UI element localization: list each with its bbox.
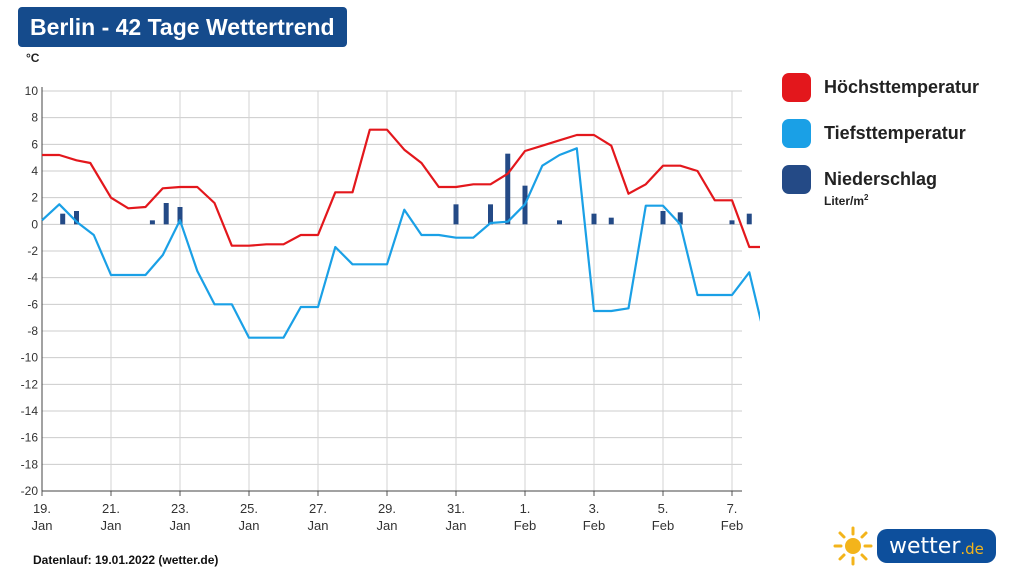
y-tick-label: 2	[31, 191, 38, 205]
x-tick-label-month: Jan	[239, 518, 260, 533]
y-tick-label: -16	[21, 431, 39, 445]
x-tick-label-month: Jan	[446, 518, 467, 533]
y-tick-label: -12	[21, 377, 39, 391]
precipitation-bar	[746, 213, 752, 225]
precipitation-bar	[177, 207, 183, 225]
x-tick-label-month: Jan	[32, 518, 53, 533]
y-tick-label: 6	[31, 137, 38, 151]
precipitation-bar	[60, 213, 66, 225]
legend-item-min-temp: Tiefsttemperatur	[782, 110, 979, 156]
x-tick-label-month: Feb	[514, 518, 536, 533]
y-unit-label: °C	[26, 51, 40, 65]
precipitation-unit-text: Liter/m	[824, 194, 865, 208]
x-tick-label-day: 31.	[447, 501, 465, 516]
x-tick-label-month: Jan	[308, 518, 329, 533]
max-temp-line	[42, 128, 760, 249]
legend-swatch-min-temp	[782, 118, 811, 148]
x-tick-label-month: Feb	[721, 518, 743, 533]
wetter-logo: wetter .de	[833, 526, 996, 566]
x-tick-label-day: 19.	[33, 501, 51, 516]
logo-wordmark: wetter .de	[877, 529, 996, 563]
precipitation-bar	[74, 211, 79, 225]
title-banner: Berlin - 42 Tage Wettertrend	[18, 7, 347, 47]
page-title: Berlin - 42 Tage Wettertrend	[30, 13, 335, 40]
y-tick-label: -10	[21, 351, 39, 365]
x-tick-label-month: Feb	[583, 518, 605, 533]
x-tick-label-day: 23.	[171, 501, 189, 516]
precipitation-bar	[729, 220, 735, 225]
x-tick-label-day: 25.	[240, 501, 258, 516]
sun-icon	[833, 526, 873, 566]
legend-swatch-max-temp	[782, 72, 811, 102]
y-tick-label: 10	[25, 84, 39, 98]
y-tick-label: -6	[27, 297, 38, 311]
y-tick-label: -20	[21, 484, 39, 498]
precipitation-bar	[488, 204, 493, 225]
y-tick-label: -14	[21, 404, 39, 418]
precipitation-unit: Liter/m2	[824, 193, 868, 208]
x-tick-label-day: 3.	[589, 501, 600, 516]
y-tick-label: -18	[21, 457, 39, 471]
legend: Höchsttemperatur Tiefsttemperatur Nieder…	[782, 64, 979, 202]
y-tick-label: -4	[27, 271, 38, 285]
y-tick-label: 0	[31, 217, 38, 231]
y-tick-label: 4	[31, 164, 38, 178]
logo-brand: wetter	[889, 533, 961, 559]
precipitation-bar	[677, 212, 683, 225]
legend-label-min-temp: Tiefsttemperatur	[824, 122, 966, 143]
legend-item-precipitation: Niederschlag	[782, 156, 979, 202]
x-tick-label-day: 27.	[309, 501, 327, 516]
weather-trend-chart: °C 10 8 6 4 2 0 -2 -4 -6 -8 -10 -12 -14 -16 -18 -20 19. Ja…	[21, 51, 760, 533]
x-tick-label-month: Jan	[170, 518, 191, 533]
x-tick-label-day: 5.	[658, 501, 669, 516]
precipitation-bar	[149, 220, 155, 225]
min-temp-line	[41, 147, 760, 339]
precipitation-bar	[557, 220, 562, 225]
x-tick-label-day: 7.	[727, 501, 738, 516]
x-tick-label-day: 29.	[378, 501, 396, 516]
precipitation-bar	[591, 213, 597, 225]
legend-item-max-temp: Höchsttemperatur	[782, 64, 979, 110]
x-tick-label-month: Feb	[652, 518, 674, 533]
y-tick-label: 8	[31, 111, 38, 125]
y-tick-label: -2	[27, 244, 38, 258]
x-tick-label-month: Jan	[101, 518, 122, 533]
y-tick-label: -8	[27, 324, 38, 338]
precipitation-bar	[163, 203, 169, 225]
precipitation-bar	[453, 204, 459, 225]
x-tick-label-day: 1.	[520, 501, 531, 516]
precipitation-bar	[660, 211, 666, 225]
x-tick-label-month: Jan	[377, 518, 398, 533]
legend-label-precipitation: Niederschlag	[824, 168, 938, 189]
precipitation-unit-exponent: 2	[864, 193, 869, 202]
data-run-note: Datenlauf: 19.01.2022 (wetter.de)	[33, 553, 219, 567]
legend-swatch-precipitation	[782, 164, 811, 194]
legend-label-max-temp: Höchsttemperatur	[824, 76, 980, 97]
x-tick-label-day: 21.	[102, 501, 120, 516]
logo-suffix: .de	[960, 540, 984, 558]
precipitation-bar	[505, 153, 511, 225]
precipitation-bar	[608, 217, 614, 225]
